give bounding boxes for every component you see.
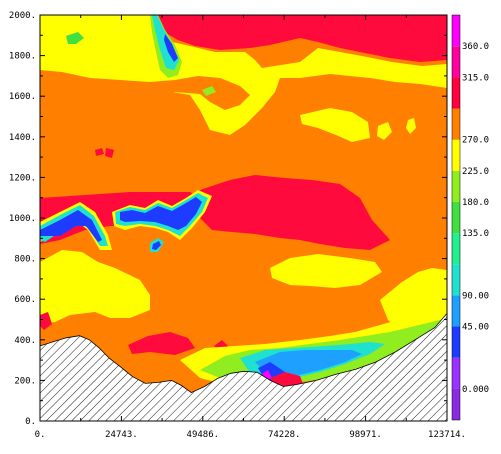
y-tick-label: 800. <box>14 255 36 265</box>
y-tick-label: 600. <box>14 295 36 305</box>
field-cyan-wave-rim <box>40 205 108 246</box>
x-tick-label: 49486. <box>187 430 220 440</box>
colorbar-label: 180.0 <box>462 198 489 208</box>
colorbar-box <box>452 233 460 265</box>
y-tick-label: 400. <box>14 336 36 346</box>
colorbar-box <box>452 295 460 327</box>
field-blue-wave2 <box>120 197 202 230</box>
colorbar-frame <box>451 14 461 421</box>
y-tick-label: 1400. <box>9 133 36 143</box>
colorbar-label: 45.00 <box>462 323 489 333</box>
colorbar-label: 135.0 <box>462 229 489 239</box>
field-blue-streak <box>164 34 178 62</box>
field-red-small-2 <box>105 148 114 158</box>
colorbar-label: 315.0 <box>462 73 489 83</box>
contour-fields <box>40 15 447 421</box>
colorbar-box <box>452 15 460 47</box>
field-red-mid <box>200 175 390 250</box>
colorbar-label: 225.0 <box>462 167 489 177</box>
y-tick-label: 0. <box>25 417 36 427</box>
field-red-small-1 <box>95 148 104 156</box>
colorbar-label: 0.000 <box>462 385 489 395</box>
y-tick-label: 2000. <box>9 11 36 21</box>
field-blue-wave-left <box>40 210 102 242</box>
colorbar-box <box>452 108 460 140</box>
x-tick-label: 98971. <box>349 430 382 440</box>
y-tick-label: 1800. <box>9 52 36 62</box>
field-yellow-lower-right <box>270 254 382 288</box>
x-axis: 0. 24743. 49486. 74228. 98971. 123714. <box>35 15 466 440</box>
field-yellow-top-left <box>40 15 447 135</box>
colorbar-label: 360.0 <box>462 42 489 52</box>
y-tick-label: 200. <box>14 376 36 386</box>
colorbar-box <box>452 388 460 420</box>
y-axis: 0. 200. 400. 600. 800. 1000. 1200. 1400. 1600. 18… <box>9 11 447 427</box>
x-tick-label: 0. <box>35 430 46 440</box>
terrain-fill <box>39 312 448 422</box>
field-red-low-left <box>40 312 52 330</box>
field-yellow-right-blob2 <box>406 118 416 134</box>
terrain <box>39 312 448 422</box>
colorbar-box <box>452 326 460 358</box>
x-tick-label: 123714. <box>428 430 466 440</box>
field-red-low-mid <box>128 332 195 355</box>
x-tick-label: 24743. <box>105 430 138 440</box>
field-green-dot-mid <box>202 86 216 96</box>
colorbar-box <box>452 357 460 389</box>
field-red-top <box>150 15 447 62</box>
field-yellow-lower-left <box>40 250 150 324</box>
field-blue-small-dot <box>152 241 161 250</box>
field-orange-top-band <box>40 70 250 110</box>
y-tick-label: 1000. <box>9 214 36 224</box>
colorbar-box <box>452 264 460 296</box>
colorbar-box <box>452 46 460 78</box>
y-tick-label: 1200. <box>9 173 36 183</box>
colorbar-label: 270.0 <box>462 136 489 146</box>
field-yellow-right-mid <box>300 108 370 142</box>
field-yellow-wave-rim <box>40 202 112 250</box>
x-tick-label: 74228. <box>268 430 301 440</box>
y-tick-label: 1600. <box>9 92 36 102</box>
field-green-dot-left <box>66 32 84 44</box>
colorbar-box <box>452 139 460 171</box>
colorbar-label: 90.00 <box>462 291 489 301</box>
colorbar: 0.000 45.00 90.00 135.0 180.0 225.0 270.0 315.0… <box>451 14 489 421</box>
field-yellow-left-lobe <box>40 35 125 76</box>
field-yellow-right-blob <box>377 122 392 140</box>
colorbar-box <box>452 201 460 234</box>
colorbar-box <box>452 77 460 109</box>
colorbar-box <box>452 170 460 202</box>
